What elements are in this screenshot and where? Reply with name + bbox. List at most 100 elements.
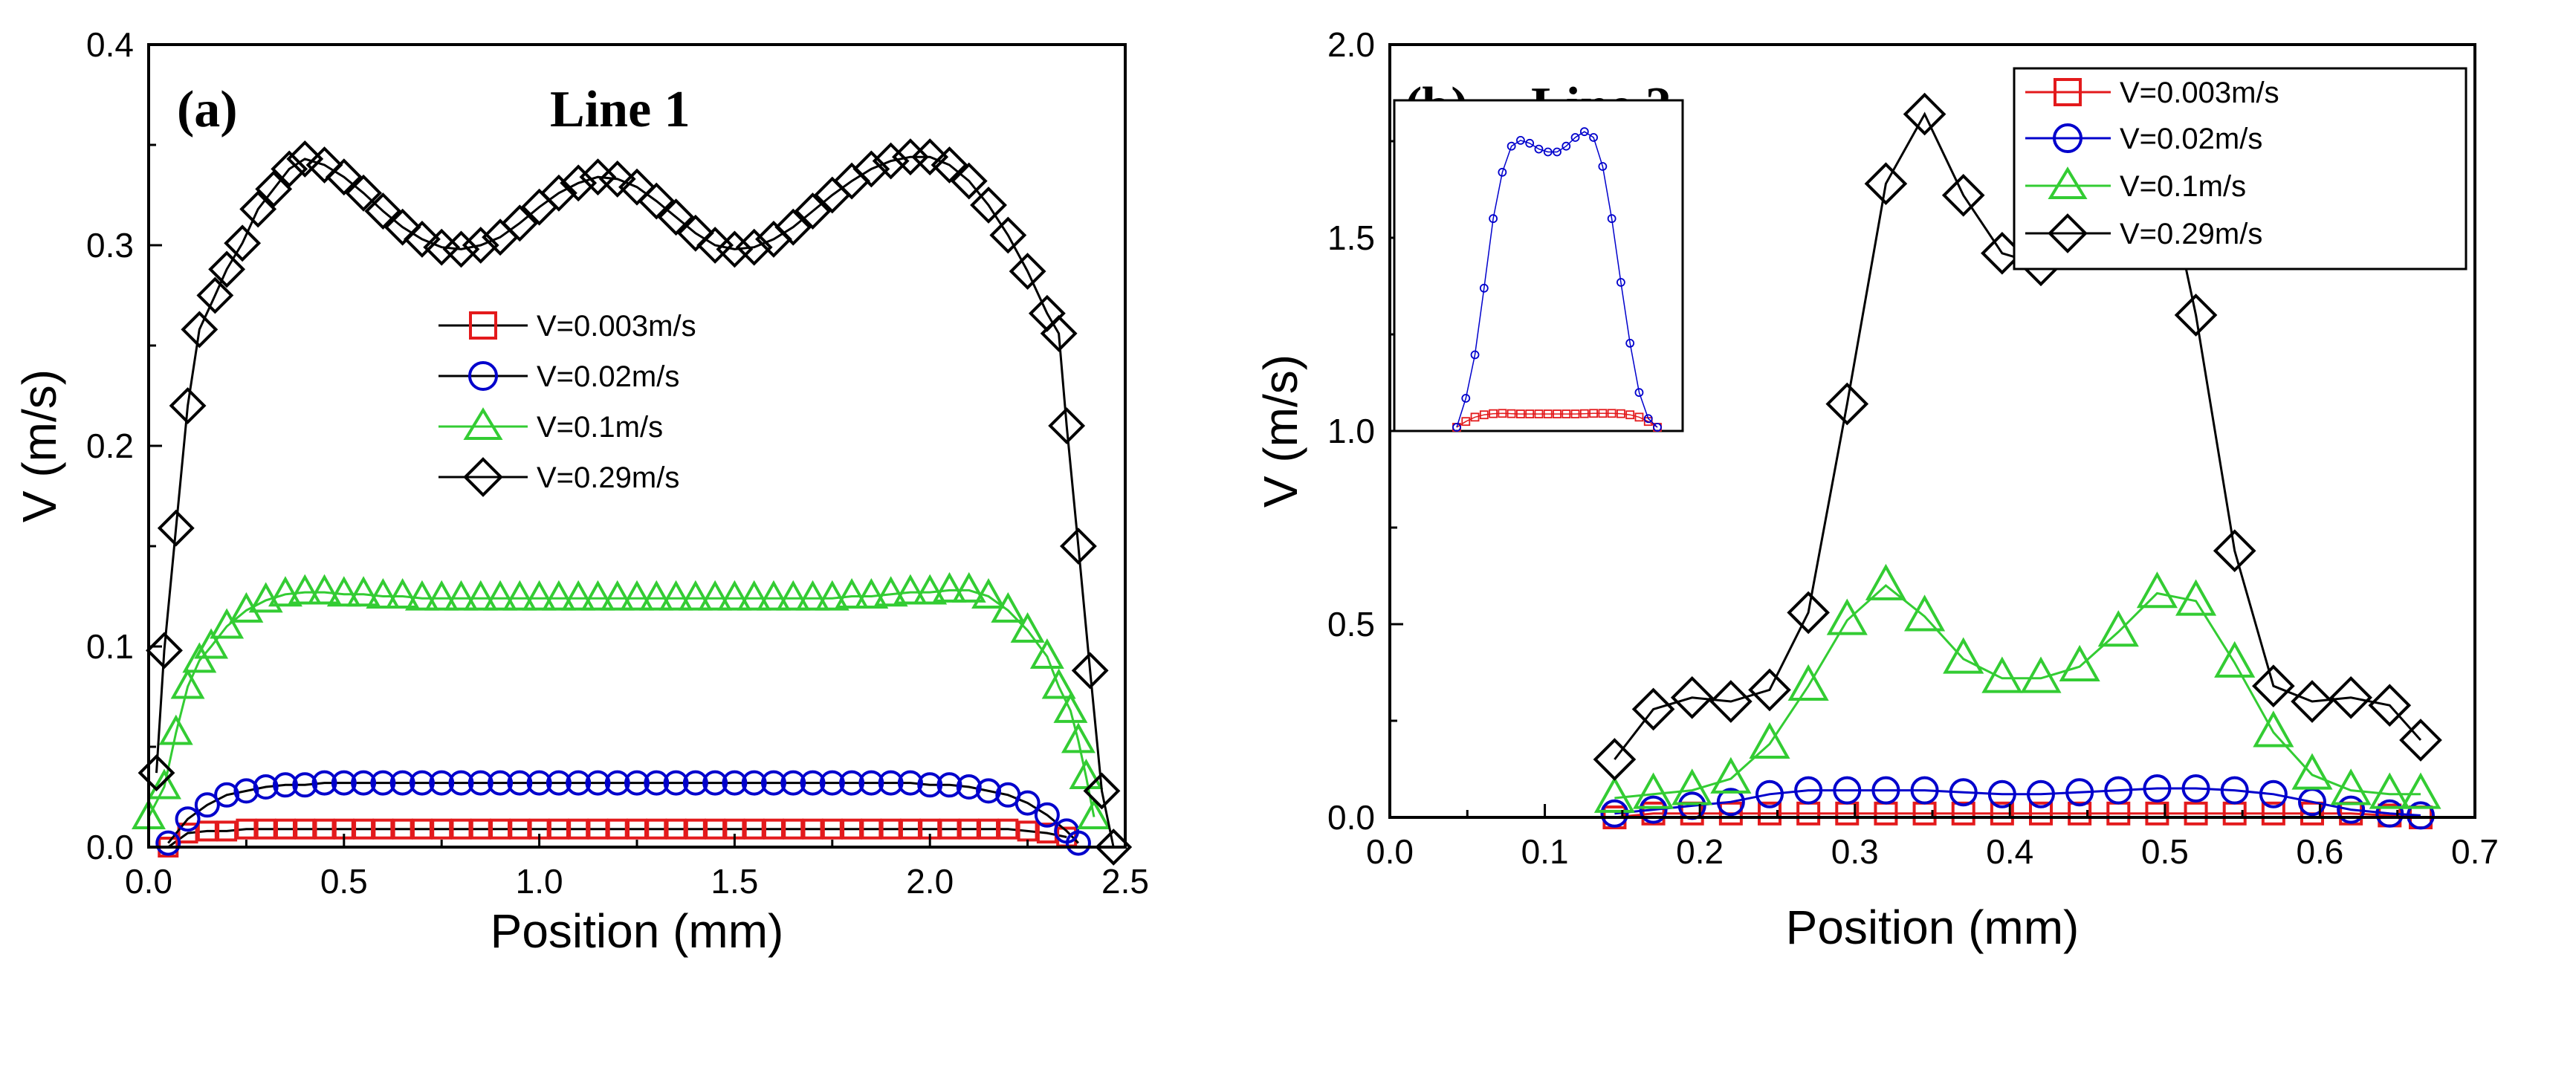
triangle-data-point (756, 580, 791, 611)
inset-series-2-points (1452, 127, 1662, 432)
inset-square-point (1607, 409, 1617, 418)
triangle-data-point (2214, 641, 2256, 678)
square-data-point (627, 818, 647, 840)
y-tick-label: 1.5 (1327, 218, 1375, 257)
panel-a-series-4-points (137, 138, 1133, 866)
panel-a-y-axis-title: V (m/s) (13, 369, 66, 522)
inset-square-point (1598, 409, 1608, 418)
triangle-data-point (1061, 722, 1096, 753)
diamond-data-point (146, 632, 183, 670)
inset-square-point (1562, 409, 1571, 418)
circle-data-point (1014, 790, 1041, 816)
panel-b-series-1-line (1614, 812, 2421, 819)
diamond-data-point (2399, 719, 2442, 762)
legend-triangle-marker (2048, 166, 2088, 199)
square-data-point (294, 818, 316, 840)
inset-circle-point (1461, 394, 1471, 403)
inset-square-point (1534, 409, 1544, 418)
panel-b-x-axis-title: Position (mm) (1786, 901, 2080, 954)
inset-square-point (1525, 409, 1535, 418)
diamond-data-point (181, 311, 219, 349)
triangle-data-point (1904, 594, 1946, 632)
diamond-data-point (891, 138, 929, 176)
diamond-data-point (2329, 675, 2372, 719)
diamond-data-point (931, 146, 968, 184)
square-data-point (2029, 801, 2053, 826)
inset-circle-point (1470, 350, 1480, 360)
diamond-data-point (325, 158, 363, 196)
inset-series-1-line (1456, 412, 1658, 428)
x-tick-label: 2.5 (1101, 862, 1149, 901)
diamond-data-point (345, 174, 383, 212)
square-data-point (1758, 801, 1781, 826)
diamond-data-point (224, 224, 262, 262)
circle-data-point (1910, 776, 1939, 805)
legend-square-marker (2054, 78, 2082, 106)
circle-data-point (467, 770, 493, 796)
legend-diamond-marker (463, 457, 503, 497)
y-tick-label: 0.0 (1327, 798, 1375, 837)
diamond-data-point (442, 230, 480, 268)
triangle-data-point (385, 578, 420, 609)
diamond-data-point (560, 164, 598, 202)
circle-data-point (644, 770, 670, 796)
diamond-data-point (950, 162, 988, 200)
square-data-point (802, 818, 823, 840)
x-tick-label: 1.0 (516, 862, 563, 901)
square-data-point (1990, 801, 2014, 826)
circle-data-point (1987, 779, 2016, 808)
circle-data-point (175, 806, 201, 832)
x-tick-label: 0.4 (1986, 832, 2033, 871)
diamond-data-point (872, 142, 910, 180)
square-data-point (646, 818, 667, 840)
inset-square-point (1498, 409, 1507, 418)
inset-circle-point (1570, 133, 1580, 142)
triangle-data-point (1029, 638, 1064, 669)
square-data-point (568, 818, 589, 840)
inset-square-point (1489, 409, 1498, 418)
square-data-point (1951, 801, 1975, 826)
triangle-data-point (971, 578, 1006, 609)
square-data-point (372, 818, 394, 840)
triangle-data-point (424, 580, 459, 611)
triangle-data-point (444, 580, 479, 611)
legend-diamond-marker (2048, 213, 2088, 253)
panel-b-y-axis-title: V (m/s) (1254, 354, 1307, 508)
triangle-data-point (170, 668, 205, 699)
panel-b-ticks: 0.0 0.1 0.2 0.3 0.4 0.5 0.6 0.7 0.0 0.5 1.0 1.5 2.0 (1327, 25, 2499, 871)
triangle-data-point (620, 580, 654, 611)
inset-circle-point (1498, 167, 1507, 177)
circle-data-point (585, 770, 611, 796)
diamond-data-point (1941, 173, 1985, 217)
square-data-point (899, 818, 921, 840)
circle-data-point (917, 772, 943, 798)
triangle-data-point (268, 576, 302, 607)
diamond-data-point (852, 150, 890, 188)
panel-b-legend-entry-3: V=0.1m/s (2025, 166, 2246, 203)
inset-circle-point (1617, 278, 1625, 287)
square-data-point (274, 818, 296, 840)
triangle-data-point (483, 580, 518, 611)
square-data-point (1641, 801, 1666, 826)
diamond-data-point (169, 387, 207, 424)
diamond-data-point (501, 204, 539, 242)
circle-data-point (2220, 776, 2249, 805)
diamond-data-point (157, 509, 195, 547)
diamond-data-point (989, 216, 1027, 254)
circle-data-point (936, 772, 962, 798)
triangle-data-point (795, 580, 830, 611)
inset-square-point (1479, 410, 1489, 420)
diamond-data-point (1670, 675, 1714, 719)
inset-circle-point (1598, 162, 1608, 171)
triangle-data-point (2291, 753, 2333, 790)
panel-a-legend-entry-4: V=0.29m/s (438, 457, 679, 497)
square-data-point (978, 818, 1000, 840)
circle-data-point (566, 770, 592, 796)
triangle-data-point (1041, 668, 1076, 699)
triangle-data-point (307, 574, 342, 605)
inset-circle-point (1543, 147, 1553, 157)
diamond-data-point (1083, 772, 1121, 810)
inset-circle-point (1562, 141, 1571, 151)
panel-a-series-3-points (132, 571, 1111, 829)
inset-circle-point (1634, 388, 1644, 398)
